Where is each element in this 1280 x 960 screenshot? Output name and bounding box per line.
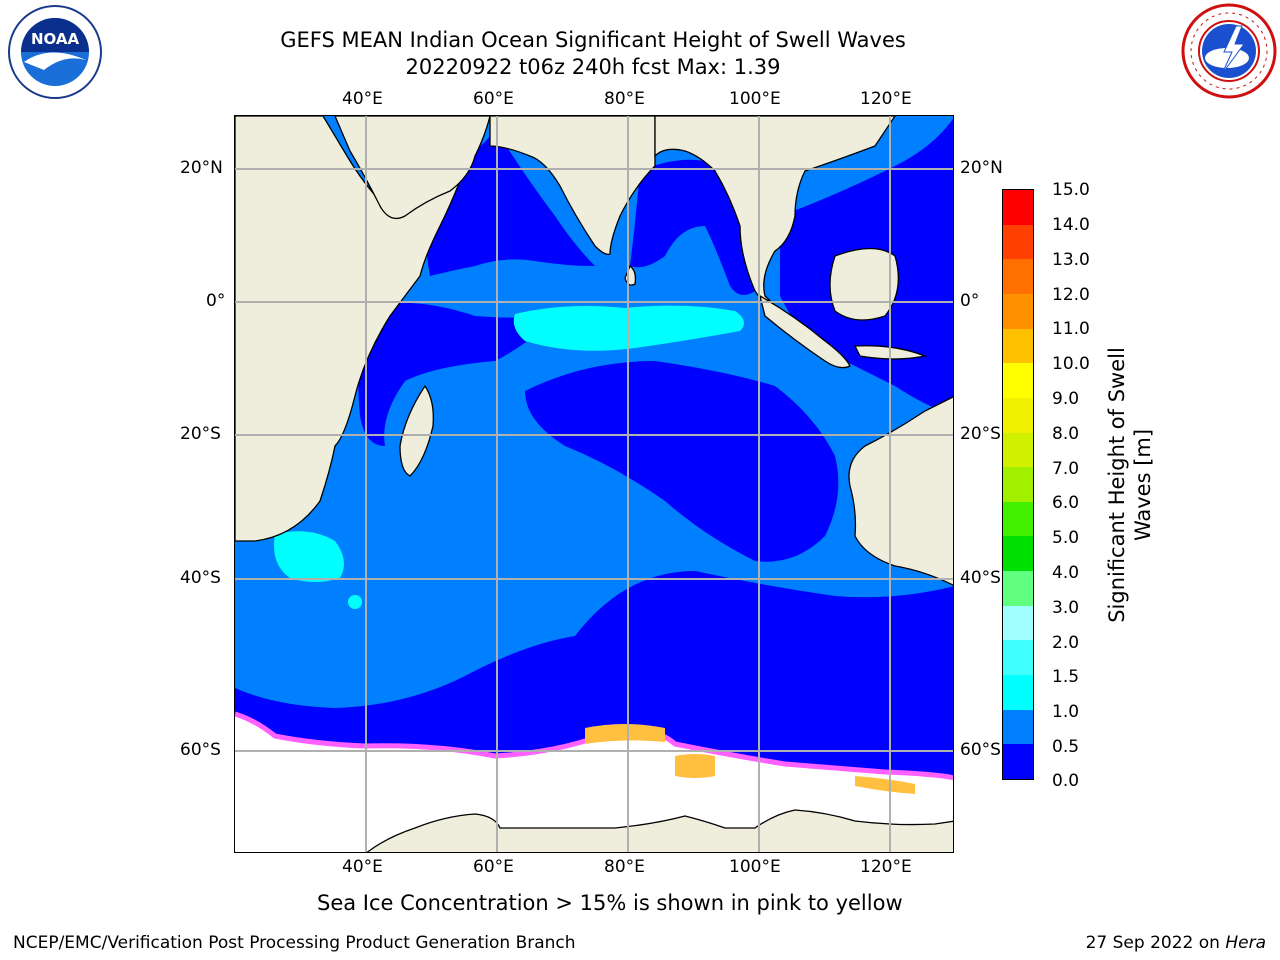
- colorbar-tick: 4.0: [1052, 563, 1080, 583]
- land-arabia: [334, 116, 491, 220]
- colorbar-tick: 10.0: [1052, 354, 1090, 374]
- colorbar-bin: [1003, 709, 1033, 745]
- colorbar-tick: 1.0: [1052, 702, 1080, 722]
- colorbar-tick: 2.0: [1052, 633, 1080, 653]
- sea-ice-edge-yellow: [585, 724, 665, 744]
- colorbar-label-line2: Waves [m]: [1131, 428, 1155, 542]
- colorbar-bin: [1003, 605, 1033, 641]
- lat-tick-left-0: 20°N: [180, 158, 223, 178]
- colorbar-bin: [1003, 744, 1033, 779]
- swell-field-low-south: [235, 571, 953, 776]
- colorbar-bin: [1003, 259, 1033, 295]
- lat-tick-right-4: 60°S: [960, 740, 1001, 760]
- land-madagascar: [399, 384, 434, 477]
- chart-title-line1: GEFS MEAN Indian Ocean Significant Heigh…: [280, 28, 906, 52]
- lon-tick-bottom-0: 40°E: [342, 857, 383, 877]
- colorbar-tick: 15.0: [1052, 180, 1090, 200]
- colorbar-label: Significant Height of Swell Waves [m]: [1104, 347, 1156, 623]
- map-canvas: [235, 116, 953, 852]
- colorbar-tick: 12.0: [1052, 285, 1090, 305]
- colorbar-tick: 1.5: [1052, 667, 1080, 687]
- colorbar-bin: [1003, 328, 1033, 364]
- land-antarctica: [366, 809, 953, 852]
- colorbar-bin: [1003, 432, 1033, 468]
- colorbar-label-line1: Significant Height of Swell: [1105, 347, 1129, 623]
- colorbar-bin: [1003, 467, 1033, 503]
- lon-tick-top-2: 80°E: [604, 89, 645, 109]
- land-sumatra: [758, 294, 851, 369]
- lat-tick-left-3: 40°S: [180, 568, 221, 588]
- sea-ice-edge-orange: [675, 754, 715, 778]
- credit-left: NCEP/EMC/Verification Post Processing Pr…: [13, 933, 576, 953]
- sea-ice-edge-orange-east: [855, 776, 915, 794]
- colorbar-tick: 7.0: [1052, 459, 1080, 479]
- credit-date: 27 Sep 2022 on: [1085, 933, 1226, 953]
- colorbar-tick: 9.0: [1052, 389, 1080, 409]
- colorbar-bin: [1003, 571, 1033, 607]
- land-australia: [848, 396, 953, 586]
- lat-tick-right-1: 0°: [960, 291, 980, 311]
- colorbar-tick: 0.0: [1052, 771, 1080, 791]
- gridlines: [235, 116, 953, 852]
- swell-field-low-west: [358, 302, 565, 446]
- colorbar-bin: [1003, 224, 1033, 260]
- lat-tick-right-3: 40°S: [960, 568, 1001, 588]
- colorbar-bin: [1003, 293, 1033, 330]
- lon-tick-bottom-4: 120°E: [860, 857, 912, 877]
- colorbar-tick: 11.0: [1052, 319, 1090, 339]
- sea-ice-footnote: Sea Ice Concentration > 15% is shown in …: [317, 891, 903, 915]
- noaa-logo: NOAA: [4, 4, 106, 100]
- lat-tick-left-4: 60°S: [180, 740, 221, 760]
- colorbar-tick: 0.5: [1052, 737, 1080, 757]
- lon-tick-bottom-3: 100°E: [729, 857, 781, 877]
- land-india: [489, 116, 656, 255]
- colorbar-bin: [1003, 363, 1033, 399]
- lat-tick-left-1: 0°: [206, 291, 226, 311]
- colorbar-tick: 8.0: [1052, 424, 1080, 444]
- lon-tick-top-3: 100°E: [729, 89, 781, 109]
- colorbar-tick: 13.0: [1052, 250, 1090, 270]
- swell-field-high-spot: [348, 595, 362, 609]
- chart-title-line2: 20220922 t06z 240h fcst Max: 1.39: [405, 55, 781, 79]
- swell-field-high-southwest: [274, 531, 344, 582]
- colorbar: [1002, 189, 1034, 780]
- lon-tick-top-4: 120°E: [860, 89, 912, 109]
- nws-logo: [1180, 2, 1278, 100]
- colorbar-tick: 14.0: [1052, 215, 1090, 235]
- svg-text:NOAA: NOAA: [31, 30, 80, 48]
- colorbar-bin: [1003, 640, 1033, 676]
- colorbar-bin: [1003, 397, 1033, 434]
- land-borneo: [829, 247, 899, 321]
- lat-tick-right-2: 20°S: [960, 424, 1001, 444]
- lon-tick-top-1: 60°E: [473, 89, 514, 109]
- lon-tick-top-0: 40°E: [342, 89, 383, 109]
- credit-right: 27 Sep 2022 on Hera: [1086, 933, 1266, 953]
- lon-tick-bottom-2: 80°E: [604, 857, 645, 877]
- lat-tick-left-2: 20°S: [180, 424, 221, 444]
- colorbar-bin: [1003, 190, 1033, 226]
- lat-tick-right-0: 20°N: [960, 158, 1003, 178]
- colorbar-tick: 5.0: [1052, 528, 1080, 548]
- credit-host: Hera: [1225, 933, 1266, 953]
- colorbar-bin: [1003, 536, 1033, 572]
- colorbar-tick: 3.0: [1052, 598, 1080, 618]
- swell-height-map: [234, 115, 954, 853]
- lon-tick-bottom-1: 60°E: [473, 857, 514, 877]
- colorbar-bin: [1003, 675, 1033, 711]
- colorbar-tick: 6.0: [1052, 493, 1080, 513]
- colorbar-bin: [1003, 501, 1033, 537]
